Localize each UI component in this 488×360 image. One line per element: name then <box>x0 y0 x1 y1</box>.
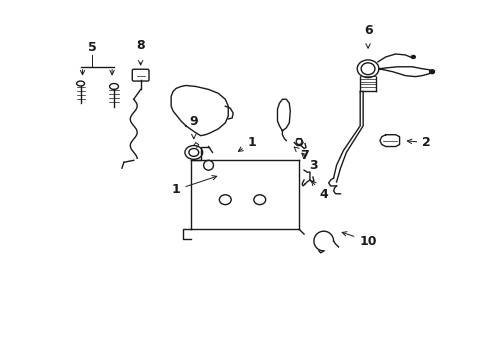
Text: 8: 8 <box>136 39 144 52</box>
Text: 7: 7 <box>294 147 308 162</box>
Text: 9: 9 <box>189 115 198 128</box>
Text: 1: 1 <box>238 136 256 151</box>
Ellipse shape <box>410 55 414 58</box>
Text: 5: 5 <box>88 41 97 54</box>
Text: 10: 10 <box>342 232 376 248</box>
Text: 2: 2 <box>407 136 430 149</box>
Text: 6: 6 <box>363 24 372 37</box>
Text: 4: 4 <box>311 181 327 201</box>
Text: 3: 3 <box>301 153 318 172</box>
Ellipse shape <box>429 70 434 74</box>
Text: 1: 1 <box>171 176 216 196</box>
